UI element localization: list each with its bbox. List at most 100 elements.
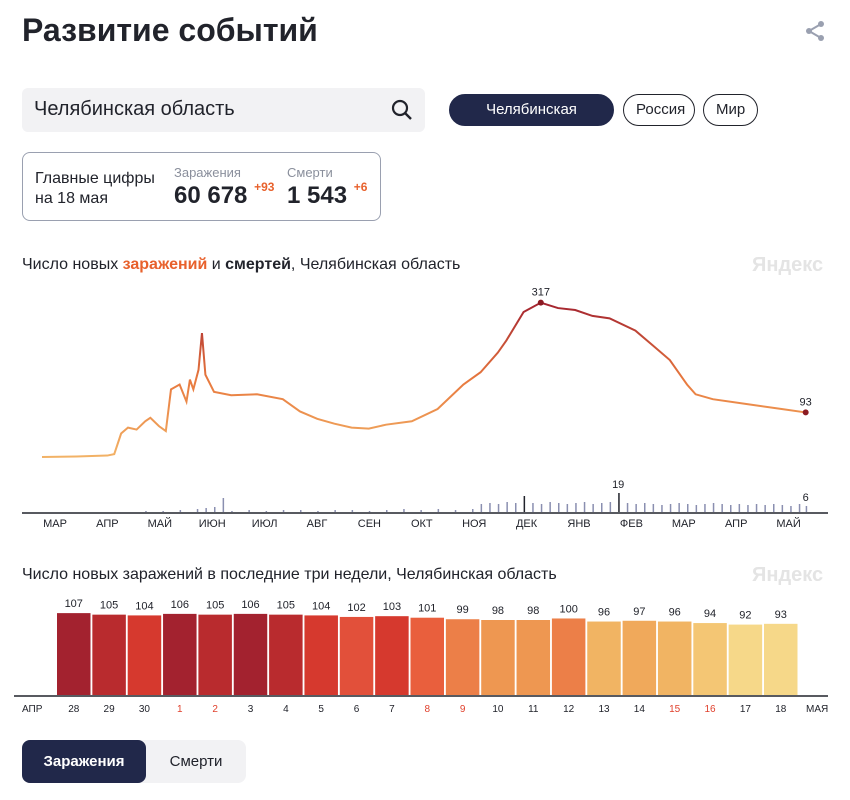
bar-value: 98 <box>492 605 504 617</box>
cases-point <box>802 409 809 416</box>
metric-tabs: Заражения Смерти <box>22 740 246 783</box>
deaths-bar <box>805 506 808 512</box>
x-tick-label: 5 <box>318 704 324 715</box>
x-tick-label: ЯНВ <box>567 518 590 530</box>
cases-deaths-chart: 317 93 19 6 МАР АПР МАЙ ИЮН ИЮЛ АВГ СЕН ОКТ НОЯ ДЕК ЯН… <box>22 287 828 530</box>
bar-value: 107 <box>65 598 83 610</box>
three-week-bar-chart: 1072810529104301061105210631054104510261… <box>14 598 828 715</box>
deaths-bar <box>282 510 285 512</box>
deaths-bar <box>222 498 225 512</box>
summary-date: на 18 мая <box>35 190 108 207</box>
x-tick-label: 14 <box>634 704 646 715</box>
tab-deaths[interactable]: Смерти <box>169 753 223 770</box>
x-tick-label: ИЮЛ <box>252 518 278 530</box>
yandex-watermark: Яндекс <box>752 254 824 276</box>
deaths-bar <box>403 509 405 512</box>
bar <box>163 613 197 695</box>
region-pill-russia[interactable]: Россия <box>623 94 695 126</box>
x-tick-label: МАР <box>672 518 696 530</box>
deaths-bar <box>712 503 715 512</box>
chart1-title: Число новых заражений и смертей, Челябин… <box>22 256 460 274</box>
bar <box>410 617 444 695</box>
deaths-bar <box>609 502 612 512</box>
bar-value: 94 <box>704 608 716 620</box>
x-tick-label: 7 <box>389 704 395 715</box>
x-tick-label: МАР <box>43 518 67 530</box>
deaths-bar <box>540 504 543 512</box>
region-pill-world[interactable]: Мир <box>703 94 758 126</box>
summary-card: Главные цифры на 18 мая Заражения 60 678 … <box>22 152 381 221</box>
bar <box>92 614 126 695</box>
deaths-bar <box>635 504 637 512</box>
deaths-bar <box>248 510 250 512</box>
deaths-bar <box>704 504 706 512</box>
bar <box>198 614 232 695</box>
deaths-stat: Смерти 1 543 +6 <box>287 165 367 210</box>
deaths-bar <box>420 510 422 512</box>
t1: Число новых <box>22 256 123 273</box>
bar-value: 106 <box>171 599 189 611</box>
share-icon[interactable] <box>804 20 826 42</box>
bar <box>728 624 763 695</box>
bar <box>587 621 621 695</box>
t4: смертей <box>225 256 291 273</box>
tab-cases[interactable]: Заражения <box>22 740 146 783</box>
month-label-right: МАЯ <box>806 704 828 715</box>
deaths-bar <box>721 504 723 512</box>
search-input[interactable] <box>34 98 374 121</box>
x-tick-label: 8 <box>424 704 430 715</box>
bar-value: 99 <box>456 604 468 616</box>
deaths-bar <box>575 503 577 512</box>
deaths-bar <box>179 510 182 512</box>
x-tick-label: 29 <box>104 704 116 715</box>
bar-value: 93 <box>775 609 787 621</box>
bar-value: 101 <box>418 603 436 615</box>
bar <box>269 614 303 695</box>
deaths-bar <box>773 504 775 512</box>
deaths-bar <box>747 505 749 512</box>
deaths-bar <box>738 504 741 512</box>
bar <box>233 613 268 695</box>
bar <box>481 620 515 695</box>
cases-label: Заражения <box>174 165 241 180</box>
cases-line <box>41 301 806 459</box>
bar-value: 97 <box>633 606 645 618</box>
deaths-bar <box>618 493 620 512</box>
deaths-bar <box>317 511 319 512</box>
deaths-bar <box>386 510 388 512</box>
bar <box>657 621 692 695</box>
deaths-label: 19 <box>612 479 624 491</box>
bar-value: 104 <box>135 600 153 612</box>
search-icon[interactable] <box>391 99 413 121</box>
x-tick-label: 17 <box>740 704 752 715</box>
region-pill-chelyabinsk[interactable]: Челябинская область <box>449 94 614 148</box>
deaths-bar <box>558 503 560 512</box>
bar-value: 98 <box>527 605 539 617</box>
x-tick-label: 4 <box>283 704 289 715</box>
page-title: Развитие событий <box>22 12 318 48</box>
region-search[interactable] <box>22 88 425 132</box>
x-tick-label: 2 <box>212 704 218 715</box>
x-tick-label: 28 <box>68 704 80 715</box>
x-tick-label: СЕН <box>358 518 381 530</box>
deaths-bar <box>652 504 655 512</box>
bar <box>304 615 338 695</box>
t5: , Челябинская область <box>290 256 461 273</box>
deaths-bar <box>601 503 603 512</box>
x-tick-label: АВГ <box>307 518 328 530</box>
month-label-left: АПР <box>22 704 43 715</box>
deaths-bar <box>644 503 646 512</box>
bar <box>622 620 657 695</box>
deaths-bar <box>351 510 354 512</box>
x-tick-label: 10 <box>492 704 504 715</box>
x-tick-label: АПР <box>725 518 747 530</box>
deaths-bar <box>626 503 629 512</box>
deaths-bar <box>480 504 483 512</box>
deaths-bar <box>781 505 784 512</box>
deaths-bar <box>506 502 508 512</box>
bar-value: 103 <box>383 601 401 613</box>
deaths-bar <box>669 504 672 512</box>
cases-delta: +93 <box>254 180 275 194</box>
bar-value: 105 <box>100 600 118 612</box>
bar-value: 102 <box>347 602 365 614</box>
